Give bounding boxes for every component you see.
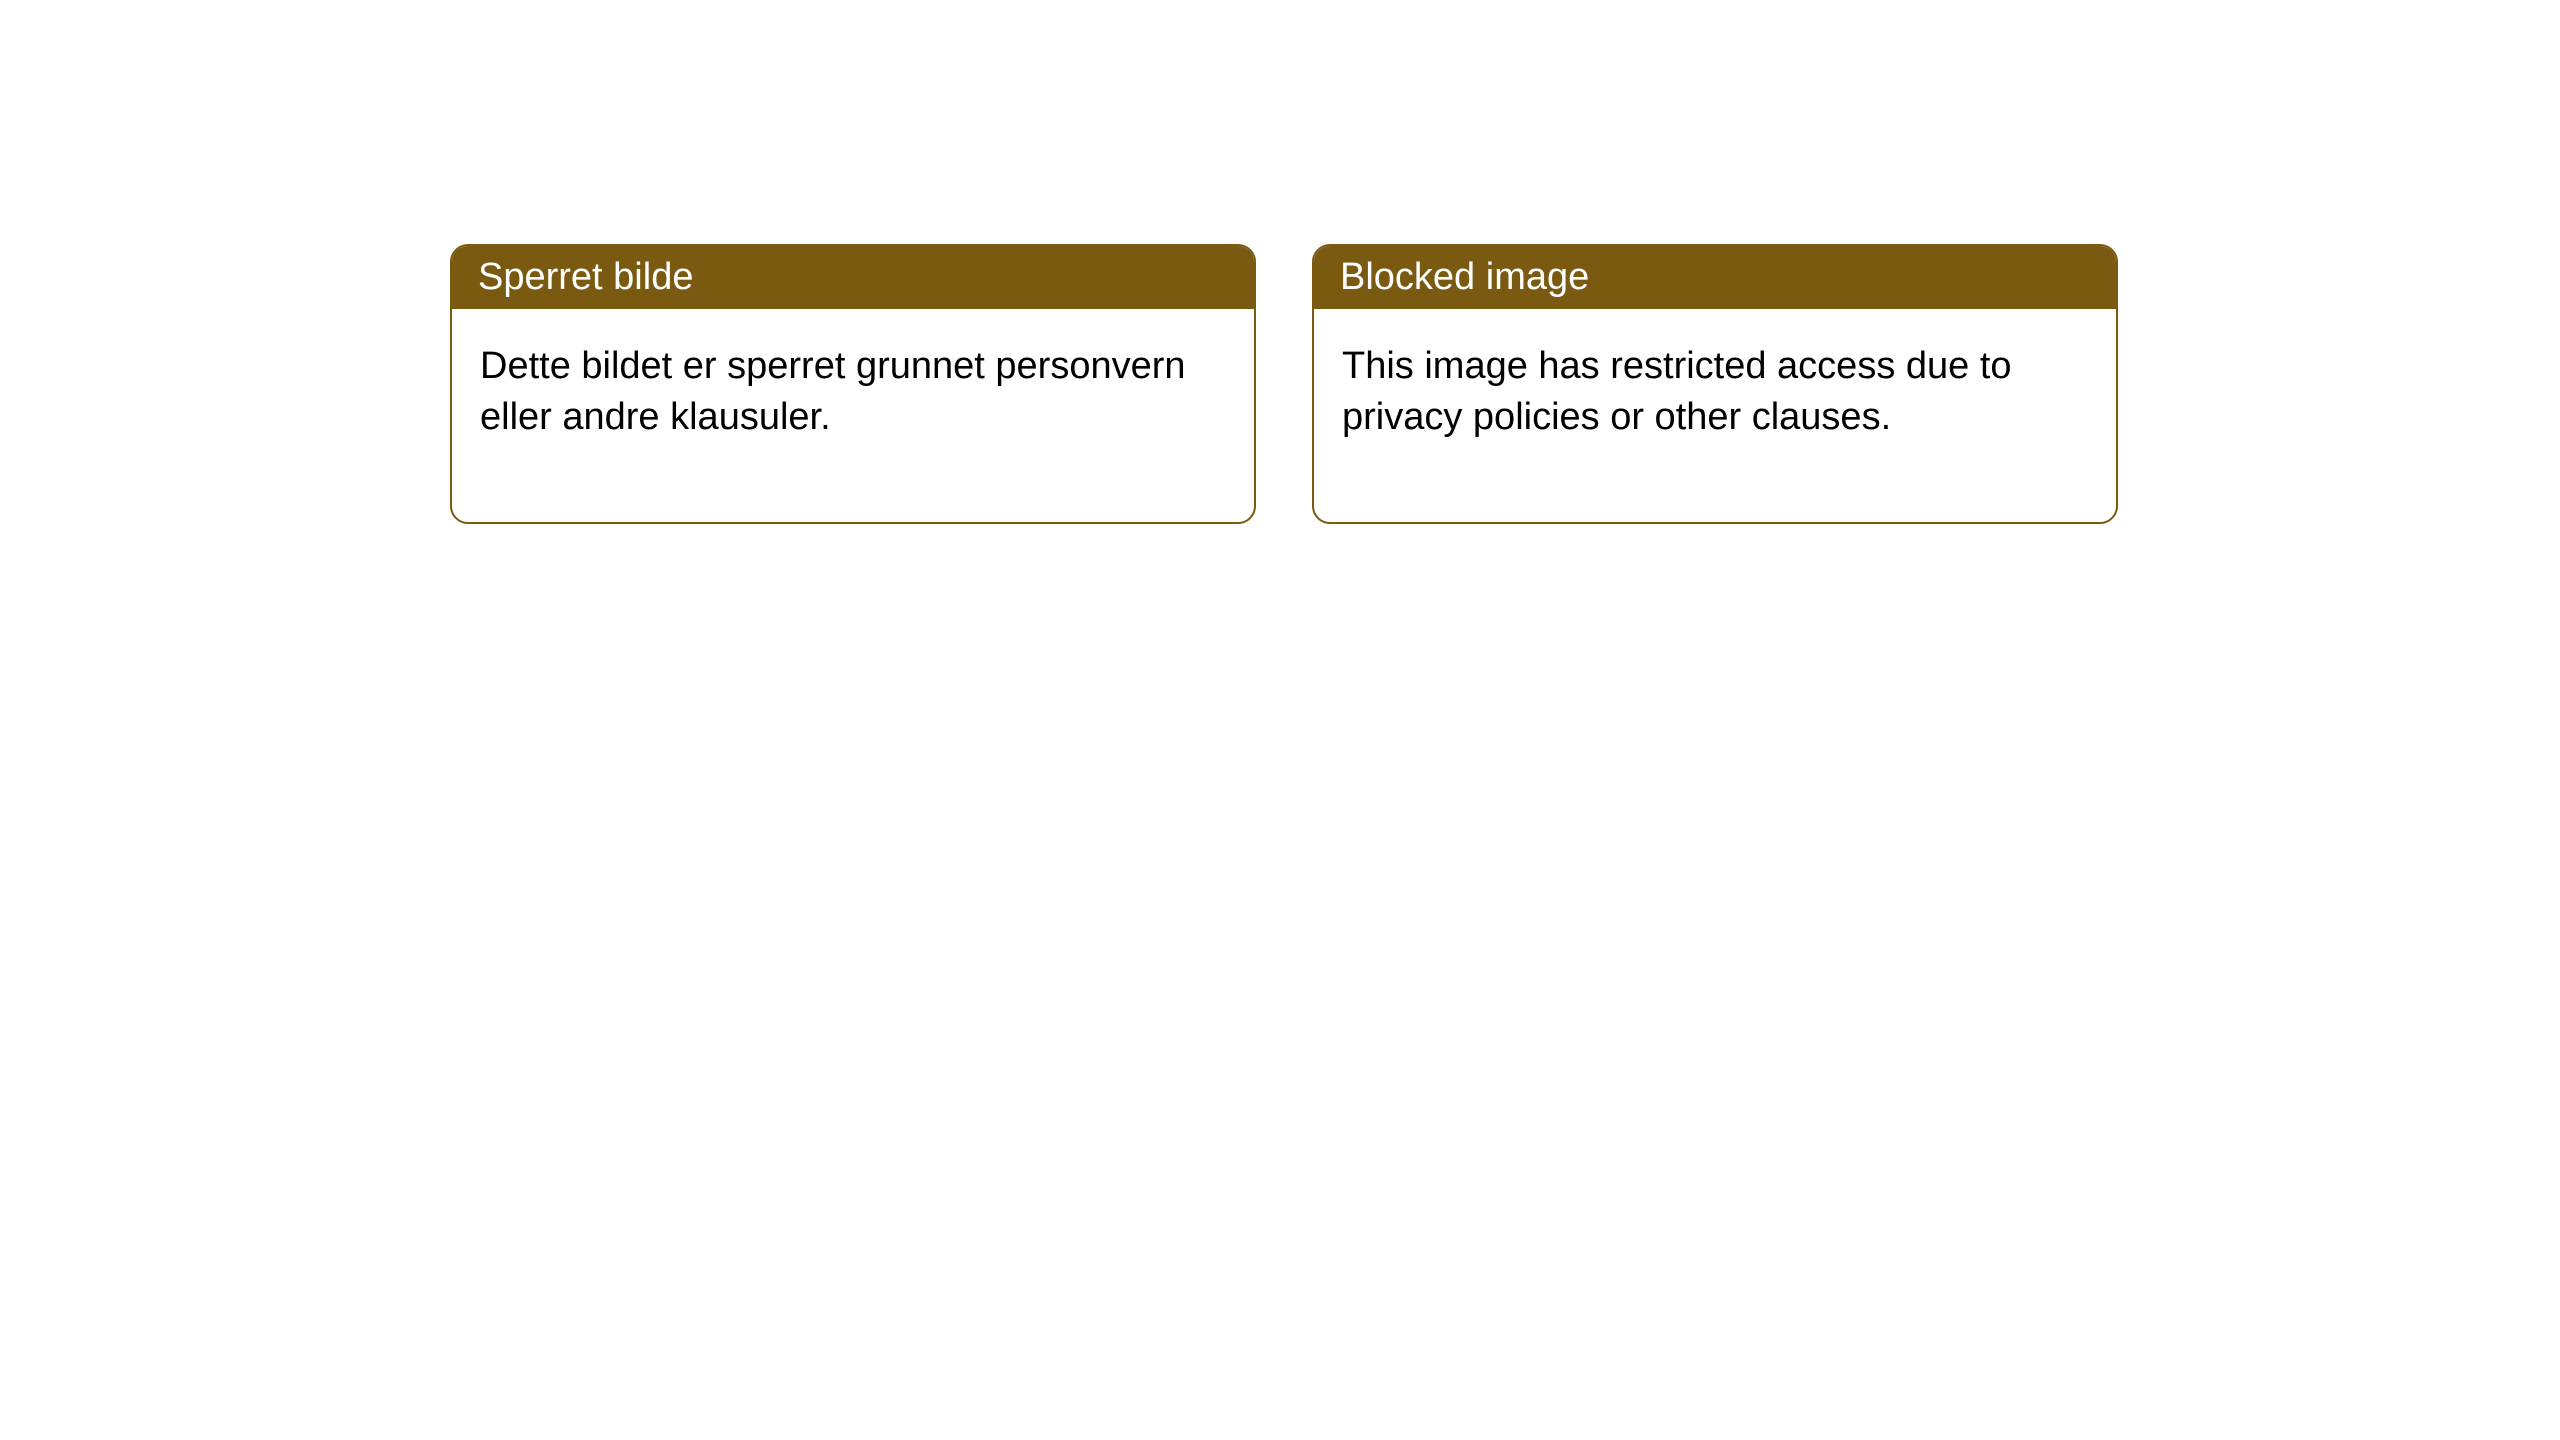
card-body: This image has restricted access due to … — [1314, 309, 2116, 522]
card-header-text: Blocked image — [1340, 256, 1589, 298]
card-body-text: Dette bildet er sperret grunnet personve… — [480, 345, 1186, 438]
blocked-image-card-en: Blocked image This image has restricted … — [1312, 244, 2118, 524]
card-header-text: Sperret bilde — [478, 256, 693, 298]
card-header: Sperret bilde — [452, 246, 1254, 309]
card-body-text: This image has restricted access due to … — [1342, 345, 2012, 438]
notice-container: Sperret bilde Dette bildet er sperret gr… — [0, 0, 2560, 524]
card-body: Dette bildet er sperret grunnet personve… — [452, 309, 1254, 522]
card-header: Blocked image — [1314, 246, 2116, 309]
blocked-image-card-no: Sperret bilde Dette bildet er sperret gr… — [450, 244, 1256, 524]
